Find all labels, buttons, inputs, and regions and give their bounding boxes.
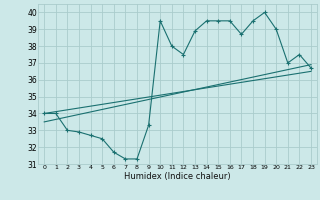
X-axis label: Humidex (Indice chaleur): Humidex (Indice chaleur) bbox=[124, 172, 231, 181]
